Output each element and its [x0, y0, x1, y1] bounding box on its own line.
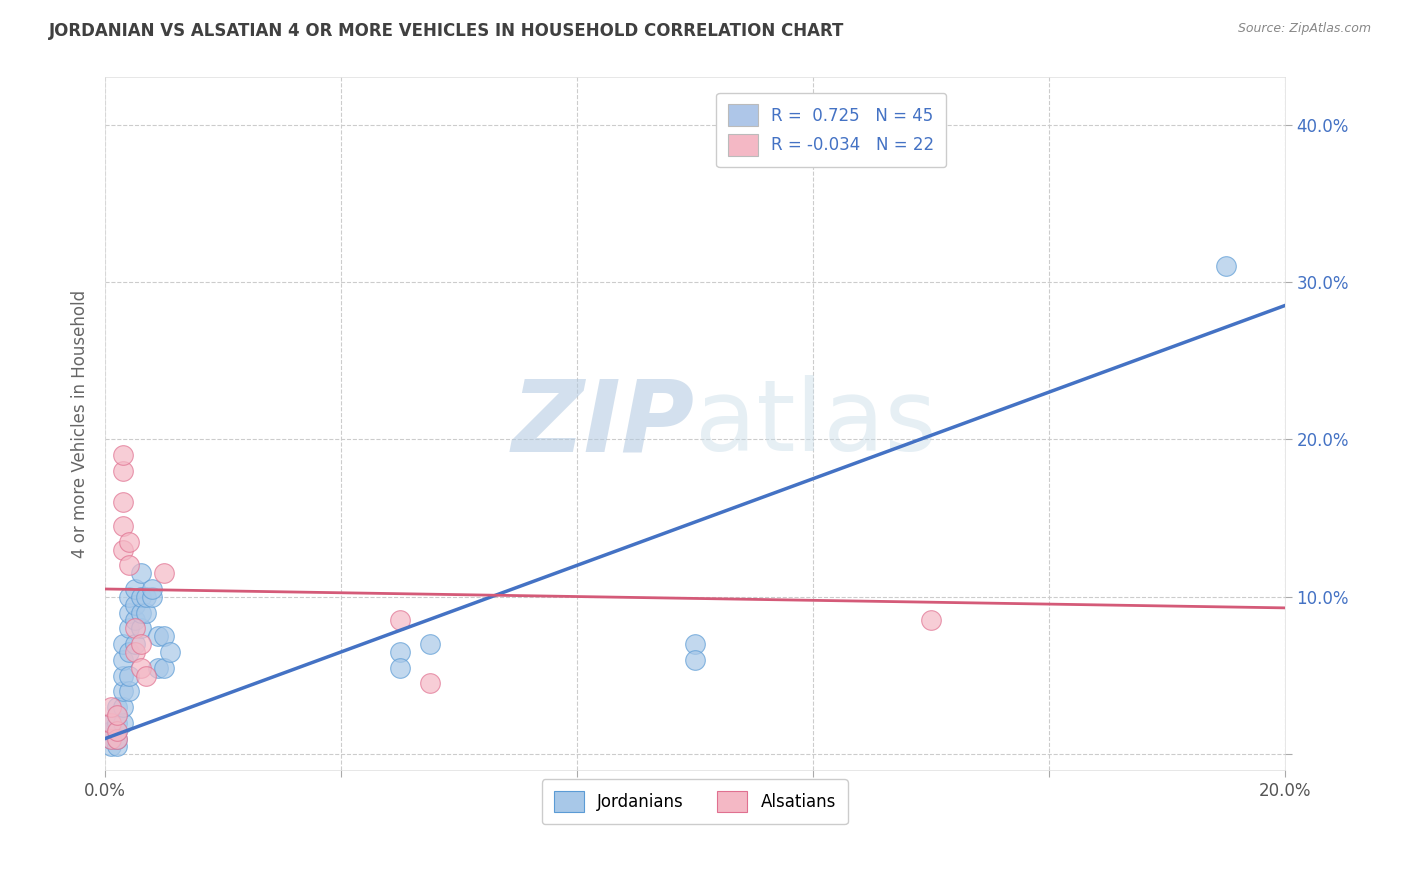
Point — [124, 637, 146, 651]
Point — [100, 731, 122, 746]
Point — [1215, 260, 1237, 274]
Point — [118, 606, 141, 620]
Point — [111, 668, 134, 682]
Point — [118, 621, 141, 635]
Point — [141, 590, 163, 604]
Point — [105, 731, 128, 746]
Point — [124, 621, 146, 635]
Point — [159, 645, 181, 659]
Point — [111, 448, 134, 462]
Point — [418, 637, 440, 651]
Point — [118, 645, 141, 659]
Point — [153, 566, 176, 581]
Point — [135, 606, 157, 620]
Point — [148, 661, 170, 675]
Point — [105, 700, 128, 714]
Text: JORDANIAN VS ALSATIAN 4 OR MORE VEHICLES IN HOUSEHOLD CORRELATION CHART: JORDANIAN VS ALSATIAN 4 OR MORE VEHICLES… — [49, 22, 845, 40]
Point — [111, 715, 134, 730]
Point — [129, 621, 152, 635]
Text: atlas: atlas — [695, 376, 936, 472]
Point — [100, 700, 122, 714]
Point — [100, 723, 122, 738]
Point — [105, 707, 128, 722]
Point — [100, 739, 122, 754]
Point — [100, 715, 122, 730]
Point — [111, 464, 134, 478]
Point — [153, 661, 176, 675]
Point — [683, 637, 706, 651]
Point — [148, 629, 170, 643]
Y-axis label: 4 or more Vehicles in Household: 4 or more Vehicles in Household — [72, 290, 89, 558]
Point — [389, 661, 412, 675]
Point — [141, 582, 163, 596]
Point — [124, 598, 146, 612]
Point — [124, 614, 146, 628]
Point — [111, 653, 134, 667]
Point — [920, 614, 942, 628]
Point — [124, 645, 146, 659]
Point — [129, 566, 152, 581]
Point — [418, 676, 440, 690]
Point — [111, 684, 134, 698]
Point — [389, 614, 412, 628]
Point — [118, 534, 141, 549]
Point — [111, 495, 134, 509]
Point — [105, 715, 128, 730]
Point — [129, 661, 152, 675]
Point — [135, 590, 157, 604]
Point — [118, 590, 141, 604]
Point — [111, 700, 134, 714]
Point — [135, 668, 157, 682]
Point — [100, 731, 122, 746]
Text: ZIP: ZIP — [512, 376, 695, 472]
Point — [118, 684, 141, 698]
Point — [129, 606, 152, 620]
Point — [129, 590, 152, 604]
Point — [124, 582, 146, 596]
Legend: Jordanians, Alsatians: Jordanians, Alsatians — [543, 780, 848, 824]
Point — [683, 653, 706, 667]
Point — [111, 519, 134, 533]
Point — [389, 645, 412, 659]
Point — [105, 707, 128, 722]
Point — [111, 637, 134, 651]
Text: Source: ZipAtlas.com: Source: ZipAtlas.com — [1237, 22, 1371, 36]
Point — [118, 668, 141, 682]
Point — [105, 739, 128, 754]
Point — [105, 723, 128, 738]
Point — [153, 629, 176, 643]
Point — [100, 715, 122, 730]
Point — [118, 558, 141, 573]
Point — [129, 637, 152, 651]
Point — [105, 731, 128, 746]
Point — [105, 723, 128, 738]
Point — [111, 542, 134, 557]
